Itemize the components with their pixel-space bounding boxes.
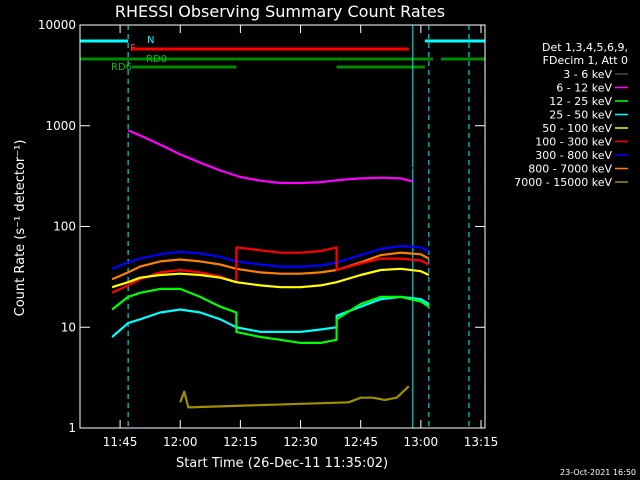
footer-date: 23-Oct-2021 16:50: [560, 468, 636, 477]
y-axis: 1 10 100 1000 10000: [38, 18, 485, 435]
x-tick-label-5: 13:00: [404, 435, 439, 449]
legend-entry-7: 800 - 7000 keV: [528, 163, 612, 176]
y-tick-label-3: 1000: [45, 119, 76, 133]
y-tick-label-0: 1: [68, 421, 76, 435]
x-axis-label: Start Time (26-Dec-11 11:35:02): [176, 456, 388, 471]
legend-entry-6: 300 - 800 keV: [535, 149, 612, 162]
chart-title: RHESSI Observing Summary Count Rates: [115, 2, 445, 21]
legend-entry-1: 6 - 12 keV: [556, 82, 612, 95]
legend-entry-3: 25 - 50 keV: [549, 109, 612, 122]
series-50-100-keV: [111, 267, 430, 289]
y-tick-label-4: 10000: [38, 18, 76, 32]
y-tick-label-1: 10: [61, 320, 76, 334]
legend-entry-2: 12 - 25 keV: [549, 95, 612, 108]
flag-label-f: F: [130, 43, 136, 54]
flag-label-rd6: RD6: [111, 62, 132, 73]
x-tick-label-2: 12:15: [223, 435, 258, 449]
y-axis-label: Count Rate (s⁻¹ detector⁻¹): [13, 140, 28, 317]
legend-entry-5: 100 - 300 keV: [535, 136, 612, 149]
legend: Det 1,3,4,5,6,9, FDecim 1, Att 0 3 - 6 k…: [514, 41, 628, 189]
legend-header-line2: FDecim 1, Att 0: [543, 54, 628, 67]
x-axis: 11:45 12:00 12:15 12:30 12:45 13:00 13:15: [103, 25, 498, 449]
series-300-800-keV: [111, 244, 430, 270]
x-tick-label-4: 12:45: [343, 435, 378, 449]
flag-label-rd0: RD0: [146, 54, 167, 65]
series-800-7000-keV: [111, 251, 430, 281]
flag-labels: N F RD0 RD6: [111, 35, 167, 73]
series-12-25-keV: [111, 287, 430, 344]
series-3-6-keV: [127, 120, 414, 173]
legend-entry-0: 3 - 6 keV: [563, 68, 612, 81]
legend-entry-8: 7000 - 15000 keV: [514, 176, 612, 189]
y-tick-label-2: 100: [53, 220, 76, 234]
legend-header-line1: Det 1,3,4,5,6,9,: [542, 41, 628, 54]
observing-flags: [80, 39, 485, 69]
x-tick-label-1: 12:00: [163, 435, 198, 449]
series-6-12-keV: [127, 129, 414, 185]
x-tick-label-6: 13:15: [464, 435, 499, 449]
x-tick-label-0: 11:45: [103, 435, 138, 449]
flag-label-n: N: [147, 35, 154, 46]
series-100-300-keV: [111, 246, 430, 294]
legend-entry-4: 50 - 100 keV: [542, 122, 612, 135]
series-group: [111, 120, 430, 409]
x-tick-label-3: 12:30: [283, 435, 318, 449]
series-7000-15000-keV: [179, 385, 410, 409]
series-25-50-keV: [111, 295, 430, 338]
